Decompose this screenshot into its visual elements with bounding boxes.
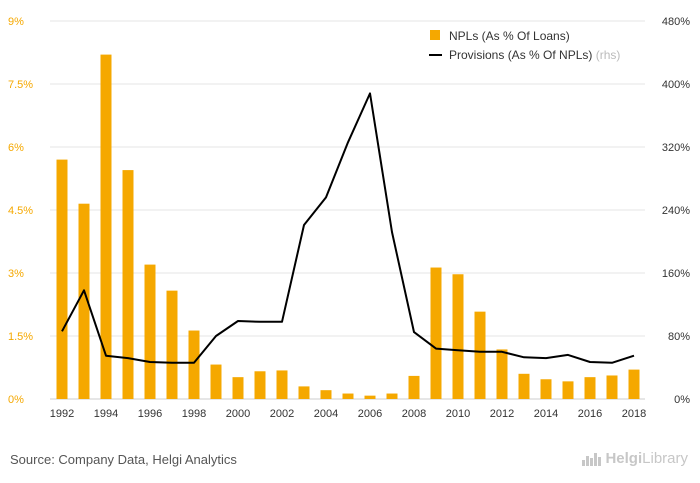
npl-bars	[56, 54, 640, 399]
npl-bar	[254, 371, 266, 399]
npl-bar	[386, 393, 398, 399]
x-tick-label: 1992	[50, 408, 74, 420]
left-tick-label: 0%	[8, 394, 24, 406]
provisions-line	[61, 92, 635, 364]
npl-bar	[430, 267, 442, 399]
right-tick-label: 80%	[668, 331, 690, 343]
legend-label-npl: NPLs (As % Of Loans)	[449, 29, 570, 43]
legend-label-provisions: Provisions (As % Of NPLs)	[449, 48, 592, 62]
legend: NPLs (As % Of Loans) Provisions (As % Of…	[429, 29, 620, 62]
npl-bar	[606, 375, 618, 399]
npl-bar	[496, 349, 508, 399]
x-tick-label: 1994	[94, 408, 118, 420]
npl-bar	[188, 330, 200, 399]
legend-label-rhs: (rhs)	[592, 48, 620, 62]
right-tick-label: 480%	[662, 16, 690, 28]
logo-text-library: Library	[642, 450, 688, 467]
npl-bar	[56, 159, 68, 399]
left-tick-label: 3%	[8, 268, 24, 280]
right-tick-label: 400%	[662, 79, 690, 91]
left-tick-label: 6%	[8, 142, 24, 154]
x-tick-label: 1998	[182, 408, 206, 420]
x-tick-label: 2002	[270, 408, 294, 420]
left-tick-label: 7.5%	[8, 79, 33, 91]
logo-text-helgi: Helgi	[605, 450, 643, 467]
x-tick-label: 2008	[402, 408, 426, 420]
left-axis-ticks: 0% 1.5% 3% 4.5% 6% 7.5% 9%	[8, 16, 33, 406]
npl-bar	[276, 370, 288, 399]
npl-bar	[298, 386, 310, 399]
npl-bar	[474, 311, 486, 399]
x-tick-label: 2014	[534, 408, 558, 420]
right-tick-label: 240%	[662, 205, 690, 217]
svg-text:Provisions (As % Of NPLs) (rhs: Provisions (As % Of NPLs) (rhs)	[449, 48, 620, 62]
right-tick-label: 160%	[662, 268, 690, 280]
npl-bar	[144, 264, 156, 399]
right-axis-ticks: 0% 80% 160% 240% 320% 400% 480%	[662, 16, 690, 406]
npl-bar	[166, 290, 178, 399]
source-note: Source: Company Data, Helgi Analytics	[10, 452, 237, 467]
x-tick-label: 2016	[578, 408, 602, 420]
npl-bar	[562, 381, 574, 399]
npl-bar	[100, 54, 112, 399]
helgi-library-logo: HelgiLibrary	[582, 450, 688, 467]
npl-bar	[628, 369, 640, 399]
npl-bar	[122, 170, 134, 399]
legend-swatch-npl	[430, 30, 440, 40]
x-axis-ticks: 1992 1994 1996 1998 2000 2002 2004 2006 2008 2010…	[50, 408, 646, 420]
right-tick-label: 0%	[674, 394, 690, 406]
x-tick-label: 1996	[138, 408, 162, 420]
left-tick-label: 9%	[8, 16, 24, 28]
npl-bar	[408, 375, 420, 399]
npl-bar	[210, 364, 222, 399]
logo-icon	[582, 452, 602, 466]
x-tick-label: 2006	[358, 408, 382, 420]
x-tick-label: 2004	[314, 408, 338, 420]
npl-bar	[584, 377, 596, 399]
left-tick-label: 4.5%	[8, 205, 33, 217]
x-tick-label: 2000	[226, 408, 250, 420]
left-tick-label: 1.5%	[8, 331, 33, 343]
x-tick-label: 2010	[446, 408, 470, 420]
chart: 0% 1.5% 3% 4.5% 6% 7.5% 9% 0% 80% 160% 240% 320% 40…	[8, 16, 690, 420]
npl-bar	[364, 395, 376, 399]
npl-bar	[320, 390, 332, 399]
npl-bar	[452, 274, 464, 399]
npl-bar	[342, 393, 354, 399]
x-tick-label: 2012	[490, 408, 514, 420]
npl-bar	[540, 379, 552, 399]
npl-bar	[78, 203, 90, 399]
npl-bar	[518, 373, 530, 399]
right-tick-label: 320%	[662, 142, 690, 154]
x-tick-label: 2018	[622, 408, 646, 420]
npl-bar	[232, 377, 244, 399]
grid-lines	[50, 20, 645, 400]
